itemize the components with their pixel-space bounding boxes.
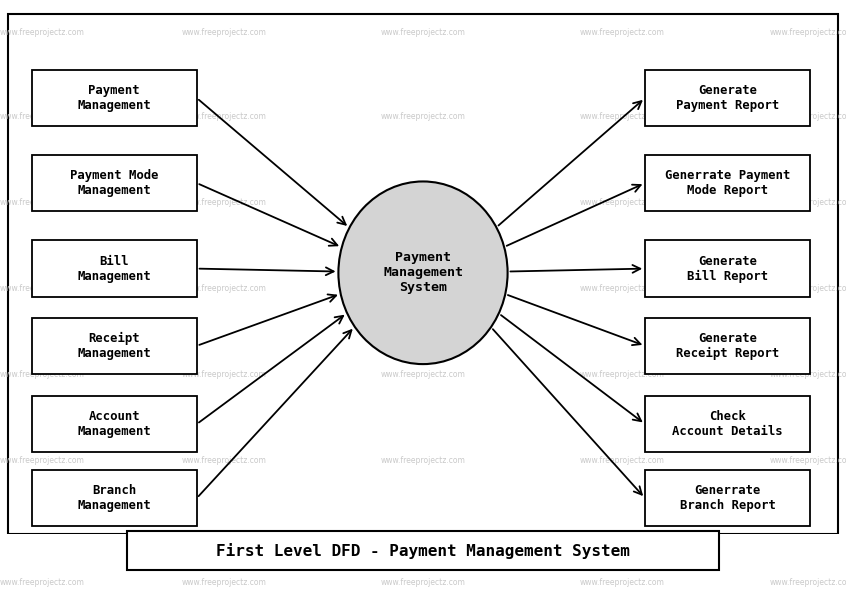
Text: www.freeprojectz.com: www.freeprojectz.com (182, 198, 266, 207)
FancyBboxPatch shape (32, 70, 196, 126)
FancyBboxPatch shape (645, 396, 810, 452)
Text: www.freeprojectz.com: www.freeprojectz.com (381, 456, 465, 465)
Text: www.freeprojectz.com: www.freeprojectz.com (182, 456, 266, 465)
Text: Bill
Management: Bill Management (77, 254, 151, 283)
FancyBboxPatch shape (645, 240, 810, 296)
FancyBboxPatch shape (645, 70, 810, 126)
FancyBboxPatch shape (32, 318, 196, 374)
Text: www.freeprojectz.com: www.freeprojectz.com (182, 578, 266, 587)
Text: Payment
Management: Payment Management (77, 84, 151, 112)
Text: First Level DFD - Payment Management System: First Level DFD - Payment Management Sys… (216, 543, 630, 559)
Text: www.freeprojectz.com: www.freeprojectz.com (770, 456, 846, 465)
Text: www.freeprojectz.com: www.freeprojectz.com (182, 284, 266, 293)
FancyBboxPatch shape (32, 470, 196, 527)
FancyBboxPatch shape (127, 531, 719, 570)
Text: www.freeprojectz.com: www.freeprojectz.com (0, 456, 85, 465)
Text: Check
Account Details: Check Account Details (673, 410, 783, 438)
Text: www.freeprojectz.com: www.freeprojectz.com (580, 578, 664, 587)
Text: Generrate
Branch Report: Generrate Branch Report (679, 484, 776, 512)
FancyBboxPatch shape (645, 155, 810, 211)
Text: www.freeprojectz.com: www.freeprojectz.com (0, 578, 85, 587)
Text: www.freeprojectz.com: www.freeprojectz.com (580, 284, 664, 293)
Text: Generate
Payment Report: Generate Payment Report (676, 84, 779, 112)
FancyBboxPatch shape (32, 240, 196, 296)
Text: www.freeprojectz.com: www.freeprojectz.com (182, 28, 266, 37)
Text: Generrate Payment
Mode Report: Generrate Payment Mode Report (665, 169, 790, 197)
FancyBboxPatch shape (32, 155, 196, 211)
FancyBboxPatch shape (645, 470, 810, 527)
Text: www.freeprojectz.com: www.freeprojectz.com (770, 370, 846, 379)
Text: www.freeprojectz.com: www.freeprojectz.com (0, 198, 85, 207)
Text: Receipt
Management: Receipt Management (77, 332, 151, 360)
Text: www.freeprojectz.com: www.freeprojectz.com (770, 578, 846, 587)
Text: www.freeprojectz.com: www.freeprojectz.com (580, 456, 664, 465)
Text: www.freeprojectz.com: www.freeprojectz.com (580, 370, 664, 379)
Text: Payment
Management
System: Payment Management System (383, 251, 463, 294)
Text: www.freeprojectz.com: www.freeprojectz.com (381, 578, 465, 587)
Text: Account
Management: Account Management (77, 410, 151, 438)
Text: www.freeprojectz.com: www.freeprojectz.com (580, 111, 664, 121)
Text: www.freeprojectz.com: www.freeprojectz.com (770, 111, 846, 121)
Text: www.freeprojectz.com: www.freeprojectz.com (770, 284, 846, 293)
Text: Branch
Management: Branch Management (77, 484, 151, 512)
FancyBboxPatch shape (645, 318, 810, 374)
Text: www.freeprojectz.com: www.freeprojectz.com (580, 198, 664, 207)
Text: Payment Mode
Management: Payment Mode Management (70, 169, 158, 197)
Text: www.freeprojectz.com: www.freeprojectz.com (381, 111, 465, 121)
Text: www.freeprojectz.com: www.freeprojectz.com (381, 28, 465, 37)
Text: www.freeprojectz.com: www.freeprojectz.com (580, 28, 664, 37)
Text: www.freeprojectz.com: www.freeprojectz.com (770, 198, 846, 207)
Text: www.freeprojectz.com: www.freeprojectz.com (0, 28, 85, 37)
Text: Generate
Receipt Report: Generate Receipt Report (676, 331, 779, 360)
Text: www.freeprojectz.com: www.freeprojectz.com (182, 111, 266, 121)
Text: www.freeprojectz.com: www.freeprojectz.com (381, 370, 465, 379)
Ellipse shape (338, 181, 508, 364)
Text: www.freeprojectz.com: www.freeprojectz.com (0, 284, 85, 293)
Text: www.freeprojectz.com: www.freeprojectz.com (0, 370, 85, 379)
Text: www.freeprojectz.com: www.freeprojectz.com (770, 28, 846, 37)
Text: www.freeprojectz.com: www.freeprojectz.com (0, 111, 85, 121)
Text: Generate
Bill Report: Generate Bill Report (687, 254, 768, 283)
Text: www.freeprojectz.com: www.freeprojectz.com (381, 198, 465, 207)
Text: www.freeprojectz.com: www.freeprojectz.com (381, 284, 465, 293)
Text: www.freeprojectz.com: www.freeprojectz.com (182, 370, 266, 379)
FancyBboxPatch shape (32, 396, 196, 452)
